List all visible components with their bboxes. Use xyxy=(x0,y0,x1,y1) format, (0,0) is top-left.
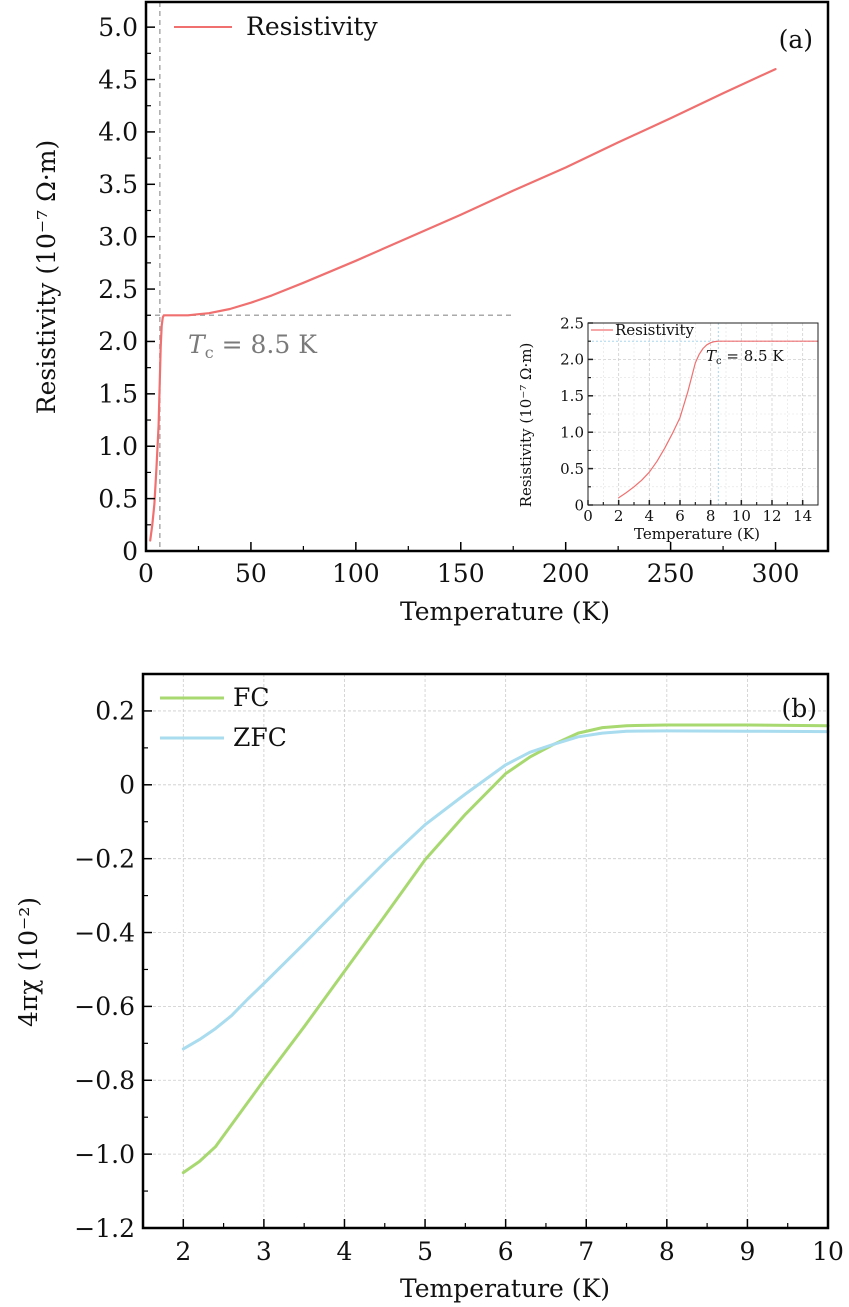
axes: 0 50 100 150 200 250 30000.51.01.52.02.53.03.5… xyxy=(98,0,830,588)
inset-axes: 0 2 4 6 8 10 12 14 0 0.5 1.0 1.5 2.0 2.5 xyxy=(560,314,819,525)
series-lines xyxy=(149,68,777,542)
y-tick-label: 4.5 xyxy=(98,65,138,94)
series-line-resistivity xyxy=(618,340,819,499)
legend-label-zfc: ZFC xyxy=(233,723,287,752)
inset-y-axis-title: Resistivity (10⁻⁷ Ω·m) xyxy=(517,343,535,508)
y-tick-label: 0.5 xyxy=(98,484,138,513)
inset-background xyxy=(512,309,826,549)
tc-subscript: c xyxy=(205,343,214,362)
x-tick-label: 200 xyxy=(542,559,590,588)
plot-frame xyxy=(141,672,830,1230)
x-tick-label: 7 xyxy=(578,1237,594,1266)
y-tick-label: −0.2 xyxy=(74,844,135,873)
y-tick-label: 2.0 xyxy=(98,327,138,356)
x-tick-label: 2 xyxy=(175,1237,191,1266)
x-tick-label: 5 xyxy=(417,1237,433,1266)
inset-series-lines xyxy=(618,340,819,499)
x-tick-label: 0 xyxy=(583,507,593,525)
x-tick-label: 50 xyxy=(235,559,267,588)
y-tick-label: 2.5 xyxy=(98,275,138,304)
tc-symbol: T xyxy=(188,330,207,359)
inset-grid xyxy=(588,323,818,505)
inset-x-axis-title: Temperature (K) xyxy=(634,525,760,543)
y-tick-label: 4.0 xyxy=(98,118,138,147)
panel-b-susceptibility: 2 3 4 5 6 7 8 9 10 −1.2 −1.0 −0.8 −0.6 −0.4 −0.2 0 0.2 F… xyxy=(14,672,844,1303)
y-tick-label: 1.5 xyxy=(560,387,584,405)
x-tick-label: 4 xyxy=(645,507,655,525)
legend: FC ZFC xyxy=(160,683,287,752)
y-tick-label: 1.5 xyxy=(98,380,138,409)
y-tick-label: 1.0 xyxy=(560,423,584,441)
panel-label-a: (a) xyxy=(779,25,813,54)
y-tick-label: −0.8 xyxy=(74,1066,135,1095)
y-tick-label: 0.5 xyxy=(560,460,584,478)
x-tick-label: 6 xyxy=(498,1237,514,1266)
series-line-zfc xyxy=(181,729,830,1051)
legend-label-resistivity: Resistivity xyxy=(246,12,378,41)
inset-legend-label: Resistivity xyxy=(615,321,694,339)
x-tick-label: 2 xyxy=(614,507,624,525)
y-tick-label: 5.0 xyxy=(98,13,138,42)
axes: 2 3 4 5 6 7 8 9 10 −1.2 −1.0 −0.8 −0.6 −0.4 −0.2 0 0.2 xyxy=(74,672,844,1266)
y-tick-label: 2.0 xyxy=(560,351,584,369)
x-tick-label: 4 xyxy=(337,1237,353,1266)
x-axis-title: Temperature (K) xyxy=(400,597,610,626)
x-tick-label: 12 xyxy=(762,507,781,525)
y-tick-label: 0 xyxy=(122,537,138,566)
x-tick-label: 100 xyxy=(332,559,380,588)
legend: Resistivity xyxy=(174,12,378,41)
legend-label-fc: FC xyxy=(233,683,269,712)
series-line-resistivity xyxy=(149,68,777,542)
y-tick-label: 2.5 xyxy=(560,314,584,332)
panel-a-resistivity: 0 2 4 6 8 10 12 14 0 0.5 1.0 1.5 2.0 2.5 Resistivity … xyxy=(32,0,830,626)
y-tick-label: 3.0 xyxy=(98,222,138,251)
tc-value: = 8.5 K xyxy=(214,330,319,359)
x-tick-label: 300 xyxy=(752,559,800,588)
x-tick-label: 250 xyxy=(647,559,695,588)
series-line-fc xyxy=(181,723,830,1175)
panel-label-b: (b) xyxy=(781,694,817,723)
y-tick-label: 0 xyxy=(119,771,135,800)
grid xyxy=(143,674,828,1228)
inset-tc-symbol: T xyxy=(706,347,717,365)
x-tick-label: 10 xyxy=(812,1237,844,1266)
tc-annotation: Tc = 8.5 K xyxy=(188,330,318,362)
inset-legend: Resistivity xyxy=(591,321,694,339)
x-tick-label: 8 xyxy=(706,507,716,525)
y-tick-label: −1.2 xyxy=(74,1214,135,1243)
x-tick-label: 0 xyxy=(138,559,154,588)
y-tick-label: 1.0 xyxy=(98,432,138,461)
x-tick-label: 10 xyxy=(732,507,751,525)
plot-frame xyxy=(144,0,830,553)
series-lines xyxy=(181,723,830,1175)
y-axis-title: Resistivity (10⁻⁷ Ω·m) xyxy=(32,140,61,414)
y-tick-label: −1.0 xyxy=(74,1140,135,1169)
inset-tc-annotation: Tc = 8.5 K xyxy=(706,347,784,367)
inset-tc-subscript: c xyxy=(716,356,722,367)
inset-chart: 0 2 4 6 8 10 12 14 0 0.5 1.0 1.5 2.0 2.5 Resistivity … xyxy=(512,309,826,549)
y-tick-label: 0.2 xyxy=(95,697,135,726)
y-tick-label: 3.5 xyxy=(98,170,138,199)
x-tick-label: 6 xyxy=(675,507,685,525)
inset-tc-value: = 8.5 K xyxy=(722,347,785,365)
x-tick-label: 8 xyxy=(659,1237,675,1266)
x-tick-label: 14 xyxy=(793,507,812,525)
x-axis-title: Temperature (K) xyxy=(400,1274,610,1303)
x-tick-label: 150 xyxy=(437,559,485,588)
x-tick-label: 9 xyxy=(739,1237,755,1266)
x-tick-label: 3 xyxy=(256,1237,272,1266)
y-axis-title: 4πχ (10⁻²) xyxy=(14,897,43,1027)
y-tick-label: −0.6 xyxy=(74,992,135,1021)
y-tick-label: 0 xyxy=(574,496,584,514)
y-tick-label: −0.4 xyxy=(74,918,135,947)
